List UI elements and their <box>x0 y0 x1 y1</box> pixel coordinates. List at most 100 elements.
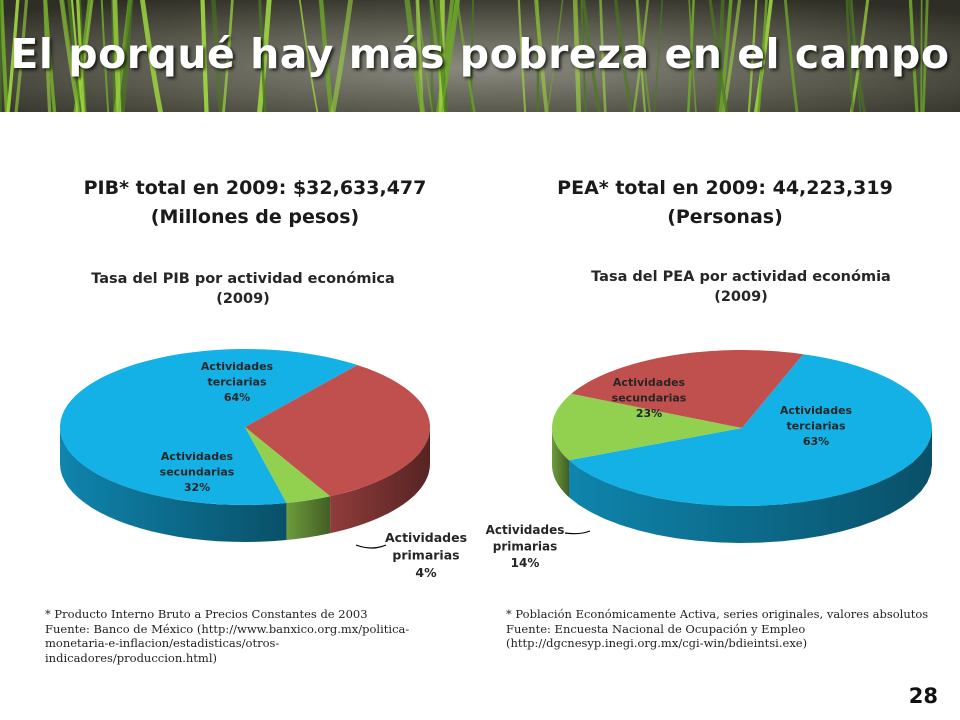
pea-pie-chart: Tasa del PEA por actividad económia (2009… <box>486 269 932 570</box>
pib-footnote-line: monetaria-e-inflacion/estadisticas/otros… <box>45 636 280 651</box>
grass-blade <box>582 0 601 112</box>
grass-blade <box>200 0 209 112</box>
chart-title: (2009) <box>714 289 768 305</box>
slice-label: primarias <box>493 540 558 554</box>
grass-blade <box>257 0 272 112</box>
pie-slice-side <box>330 427 430 534</box>
page-number: 28 <box>908 684 938 708</box>
title-banner <box>0 0 960 112</box>
grass-blade <box>580 0 587 112</box>
grass-blade <box>908 0 919 112</box>
pie-slice <box>552 393 742 461</box>
grass-blade <box>613 0 633 112</box>
grass-blade <box>546 0 564 112</box>
grass-blade <box>715 0 725 112</box>
grass-blade <box>688 0 697 112</box>
pib-footnote-line: Fuente: Banco de México (http://www.banx… <box>45 621 410 636</box>
pib-header-line2: (Millones de pesos) <box>150 206 360 228</box>
pie-top <box>552 350 932 506</box>
grass-blade <box>14 0 29 112</box>
grass-blade <box>112 0 122 112</box>
slice-label: secundarias <box>160 466 235 479</box>
grass-blade <box>298 0 319 112</box>
pea-footnote-line: * Población Económicamente Activa, serie… <box>506 607 929 621</box>
grass-blade <box>211 0 224 112</box>
grass-blade <box>599 0 607 112</box>
grass-blade <box>61 0 81 112</box>
grass-blade <box>404 0 426 112</box>
grass-blade <box>653 0 664 112</box>
pie-slice-side <box>569 428 932 543</box>
slice-label: 4% <box>415 565 437 580</box>
slice-label: 64% <box>224 391 250 404</box>
chart-title: Tasa del PEA por actividad económia <box>591 269 891 285</box>
grass-blade <box>441 0 457 112</box>
slice-label: 32% <box>184 481 210 494</box>
pib-header: PIB* total en 2009: $32,633,477 (Millone… <box>55 174 455 232</box>
grass-blade <box>849 0 870 112</box>
grass-blade <box>434 0 449 112</box>
grass-blade <box>70 0 84 112</box>
pie-side-walls <box>552 428 932 543</box>
pea-footnote: * Población Económicamente Activa, serie… <box>506 607 928 651</box>
pib-footnote-line: indicadores/produccion.html) <box>45 650 217 665</box>
pea-footnote-line: (http://dgcnesyp.inegi.org.mx/cgi-win/bd… <box>506 636 808 651</box>
grass-blade <box>0 0 9 112</box>
pie-slice <box>245 427 331 503</box>
grass-blade <box>139 0 163 112</box>
grass-blade <box>517 0 527 112</box>
slide-title: El porqué hay más pobreza en el campo <box>10 30 950 78</box>
grass-blade <box>757 0 768 112</box>
slice-label: Actividades <box>486 523 565 537</box>
grass-blade <box>76 0 87 112</box>
grass-blade <box>845 0 855 112</box>
slice-label: secundarias <box>612 392 687 405</box>
grass-blade <box>921 0 929 112</box>
grass-blade <box>6 0 20 112</box>
pea-header: PEA* total en 2009: 44,223,319 (Personas… <box>520 174 930 232</box>
grass-blade <box>847 0 866 112</box>
slice-label: 63% <box>803 435 829 448</box>
pib-header-line1: PIB* total en 2009: $32,633,477 <box>83 177 427 199</box>
grass-blade <box>59 0 81 112</box>
pea-header-line2: (Personas) <box>667 206 783 228</box>
pie-slice <box>245 365 430 497</box>
slice-label: Actividades <box>613 376 686 389</box>
slice-label: Actividades <box>385 530 467 545</box>
pib-footnote: * Producto Interno Bruto a Precios Const… <box>45 607 409 665</box>
pie-side-walls <box>60 427 430 542</box>
slice-label: Actividades <box>780 404 853 417</box>
grass-blade <box>920 0 923 112</box>
grass-blade <box>258 0 267 112</box>
grass-blade <box>572 0 582 112</box>
pie-slice-side <box>286 496 331 540</box>
grass-blade <box>686 0 695 112</box>
pie-slice <box>60 349 358 505</box>
pib-footnote-line: * Producto Interno Bruto a Precios Const… <box>45 607 368 621</box>
grass-blade <box>100 0 110 112</box>
slice-label: Actividades <box>201 360 274 373</box>
grass-blade <box>708 0 729 112</box>
grass-blade <box>67 0 84 112</box>
pie-slice <box>569 354 932 506</box>
slice-label: terciarias <box>207 376 266 389</box>
chart-title: (2009) <box>216 291 270 307</box>
grass-blade <box>318 0 334 112</box>
slice-label: Actividades <box>161 450 234 463</box>
pea-header-line1: PEA* total en 2009: 44,223,319 <box>557 177 893 199</box>
grass-blade <box>534 0 549 112</box>
slice-label: 23% <box>636 407 662 420</box>
grass-blade <box>718 0 733 112</box>
pie-top <box>60 349 430 505</box>
pib-pie-chart: Tasa del PIB por actividad económica (200… <box>60 271 467 580</box>
grass-background <box>0 0 960 112</box>
pie-slice <box>571 350 804 428</box>
grass-blade <box>632 0 650 112</box>
leader-line <box>355 544 387 549</box>
pie-slice-side <box>552 428 569 498</box>
grass-blade <box>119 0 134 112</box>
pie-slice-side <box>60 427 287 542</box>
pea-footnote-line: Fuente: Encuesta Nacional de Ocupación y… <box>506 621 806 636</box>
slice-label: terciarias <box>786 420 845 433</box>
grass-blade <box>222 0 234 112</box>
